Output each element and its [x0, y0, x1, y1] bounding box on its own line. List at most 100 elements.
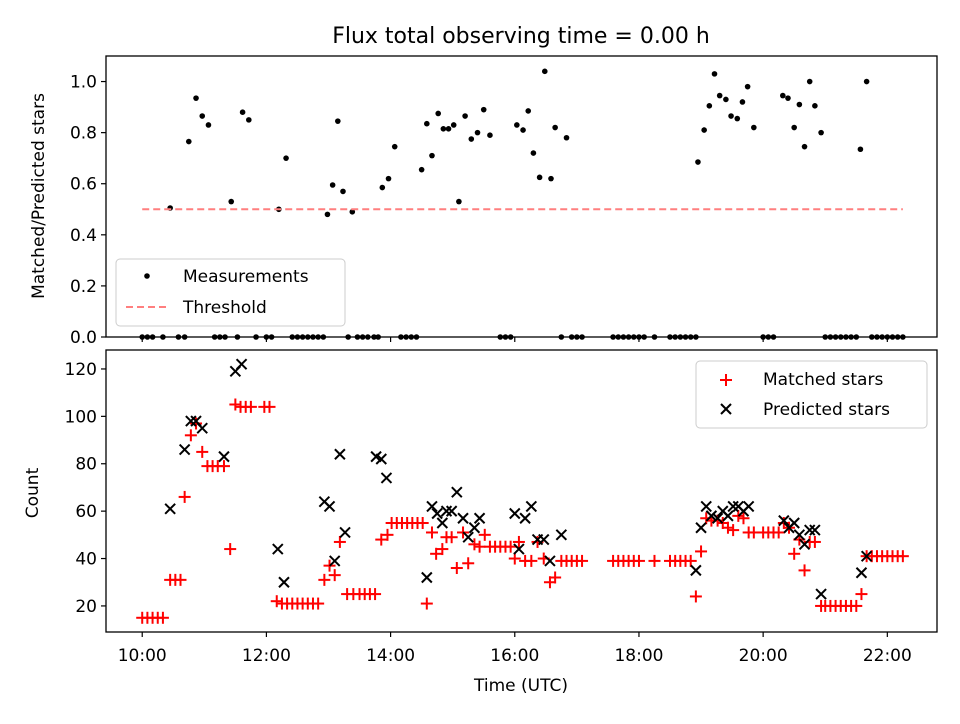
matched-stars-point: [462, 557, 475, 570]
measurement-point: [320, 334, 327, 340]
matched-stars-point: [369, 588, 382, 601]
measurement-point: [487, 132, 493, 138]
predicted-stars-point: [178, 443, 191, 456]
measurement-point: [175, 334, 182, 340]
predicted-stars-point: [798, 538, 811, 551]
predicted-stars-point: [426, 500, 438, 513]
measurement-point: [734, 115, 741, 122]
measurement-point: [234, 334, 241, 340]
measurement-point: [765, 334, 772, 340]
legend-threshold-label: Threshold: [182, 298, 267, 318]
legend-predicted-label: Predicted stars: [763, 400, 890, 420]
measurement-point: [160, 334, 166, 340]
x-tick-label: 18:00: [614, 646, 663, 666]
measurement-point: [863, 78, 870, 85]
predicted-stars-point: [722, 510, 734, 522]
predicted-stars-point: [700, 500, 712, 513]
measurement-point: [548, 175, 554, 182]
matched-stars-point: [436, 543, 449, 556]
matched-stars-point: [263, 400, 276, 413]
matched-stars-point: [333, 535, 346, 548]
predicted-stars-point: [421, 571, 433, 584]
predicted-stars-point: [804, 524, 816, 536]
measurement-point: [450, 122, 457, 128]
measurement-point: [832, 334, 839, 340]
predicted-stars-point: [855, 567, 868, 579]
measurement-point: [848, 334, 854, 340]
predicted-stars-point: [164, 503, 176, 515]
measurement-point: [739, 99, 746, 105]
matched-stars-point: [224, 543, 237, 556]
top-chart-title: Flux total observing time = 0.00 h: [332, 24, 710, 49]
predicted-stars-point: [860, 550, 873, 562]
matched-stars-point: [798, 564, 811, 577]
matched-stars-point: [632, 554, 645, 567]
measurement-point: [429, 152, 435, 159]
measurement-point: [574, 334, 580, 340]
matched-stars-point: [244, 400, 257, 413]
measurement-point: [530, 150, 537, 156]
predicted-stars-point: [196, 422, 208, 434]
measurement-point: [801, 143, 808, 150]
predicted-stars-point: [323, 500, 336, 513]
measurement-point: [785, 95, 791, 101]
measurement-point: [371, 334, 377, 340]
x-tick-label: 20:00: [739, 646, 788, 666]
top-y-tick-label: 0.2: [70, 277, 97, 297]
bottom-y-tick-label: 100: [65, 407, 97, 427]
predicted-stars-point: [235, 358, 248, 370]
measurement-point: [716, 92, 723, 99]
measurement-point: [706, 103, 713, 109]
measurement-point: [497, 334, 504, 340]
measurement-point: [818, 129, 824, 136]
matched-stars-point: [808, 535, 821, 548]
matched-stars-point: [450, 562, 463, 575]
predicted-stars-point: [431, 507, 443, 520]
predicted-stars-point: [513, 543, 525, 555]
measurement-point: [359, 334, 366, 340]
matched-stars-point: [727, 524, 740, 537]
measurement-point: [693, 334, 699, 340]
measurement-point: [329, 182, 336, 188]
measurement-point: [728, 113, 734, 119]
predicted-stars-point: [272, 543, 284, 555]
measurement-point: [375, 334, 381, 340]
measurement-point: [514, 122, 520, 128]
predicted-stars-point: [334, 448, 346, 460]
measurement-point: [874, 334, 880, 340]
legend-measurements-label: Measurements: [183, 267, 309, 287]
measurement-point: [181, 334, 188, 340]
measurement-point: [354, 334, 361, 340]
x-tick-label: 14:00: [366, 646, 415, 666]
predicted-stars-point: [445, 505, 458, 517]
matched-stars-point: [156, 611, 169, 624]
measurement-point: [536, 174, 543, 181]
measurement-point: [193, 95, 199, 101]
measurement-point: [365, 334, 371, 340]
legend-predicted-marker: [720, 403, 732, 415]
matched-stars-point: [772, 526, 785, 539]
matched-stars-point: [381, 528, 394, 541]
measurement-point: [563, 134, 570, 141]
legend-matched-marker: [720, 374, 732, 386]
measurement-point: [558, 334, 565, 340]
top-panel: Flux total observing time = 0.00 h 0.0 0.…: [29, 24, 938, 348]
measurement-point: [667, 334, 673, 340]
measurement-point: [744, 83, 751, 90]
predicted-stars-point: [727, 500, 739, 513]
top-y-tick-label: 0.4: [70, 226, 97, 246]
measurement-point: [853, 334, 860, 340]
matched-stars-point: [468, 538, 481, 551]
predicted-stars-point: [705, 510, 718, 522]
matched-stars-point: [416, 516, 429, 529]
predicted-stars-point: [185, 415, 197, 427]
measurement-point: [418, 166, 425, 173]
measurement-point: [403, 334, 409, 340]
matched-stars-point: [788, 547, 801, 560]
matched-stars-point: [711, 514, 724, 527]
measurement-point: [837, 334, 844, 340]
bottom-y-ticks: 20 40 60 80 100 120: [65, 360, 106, 617]
measurement-point: [345, 334, 351, 340]
top-y-tick-label: 0.0: [70, 328, 97, 348]
measurement-point: [822, 334, 829, 340]
